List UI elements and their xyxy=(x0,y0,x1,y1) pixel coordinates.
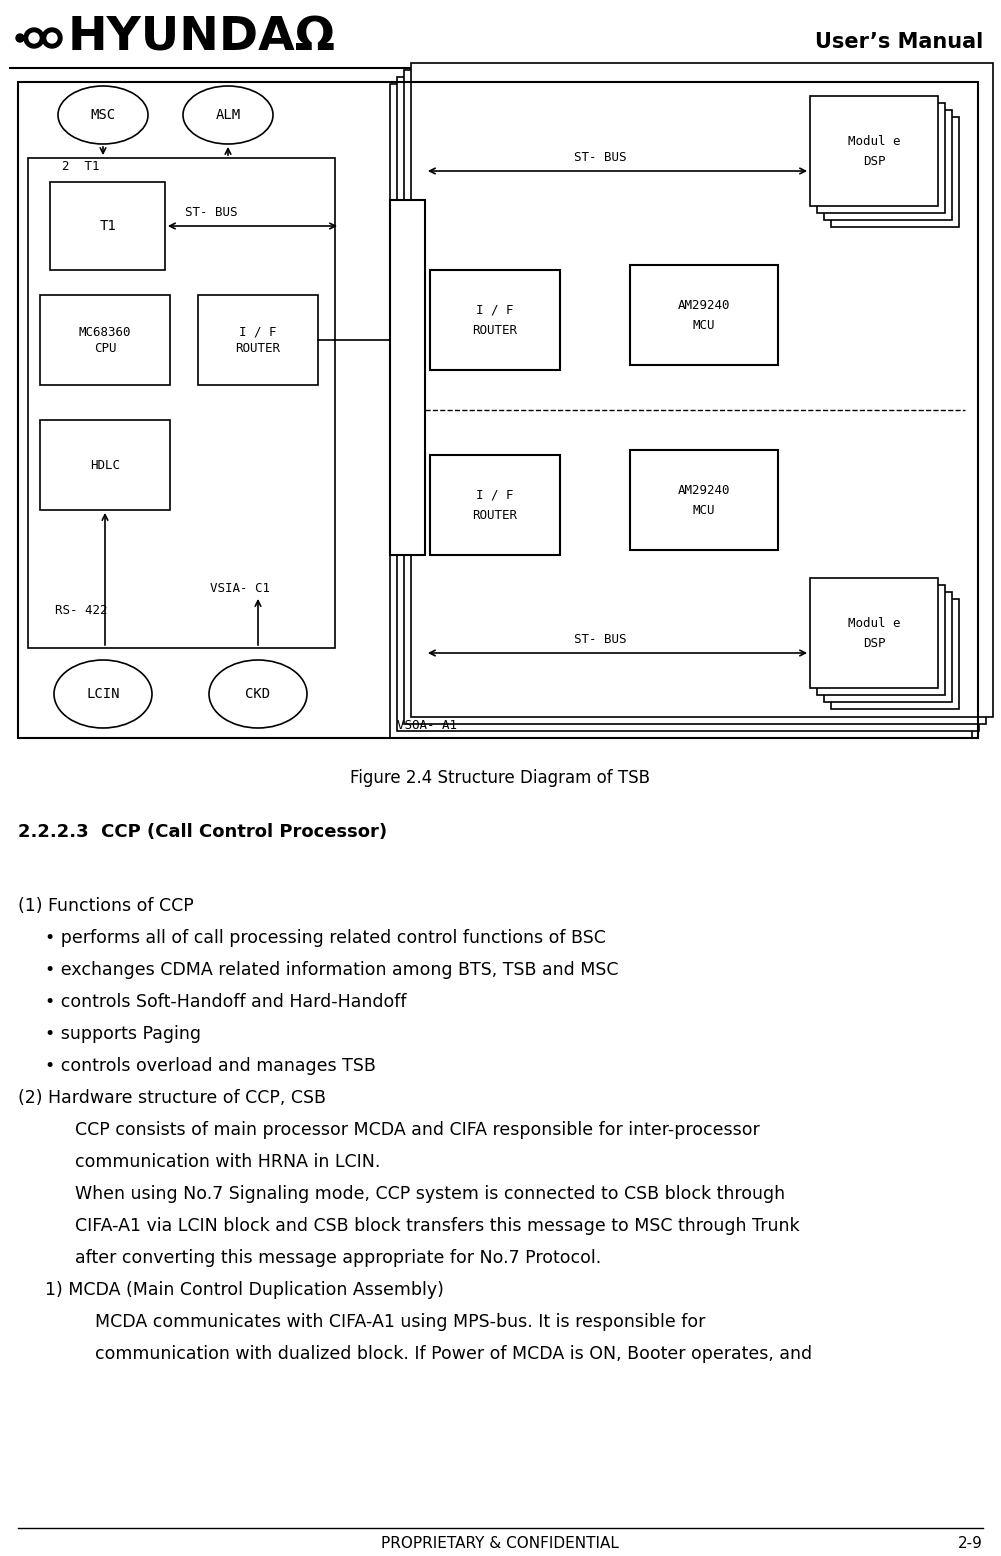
Text: CCP consists of main processor MCDA and CIFA responsible for inter-processor: CCP consists of main processor MCDA and … xyxy=(75,1120,760,1139)
Bar xyxy=(824,110,952,219)
Bar xyxy=(28,159,335,647)
Circle shape xyxy=(16,34,24,42)
Circle shape xyxy=(29,33,39,44)
Text: HYUNDAΩ: HYUNDAΩ xyxy=(68,16,336,61)
Bar xyxy=(390,201,425,555)
Text: ALM: ALM xyxy=(215,107,240,121)
Text: • performs all of call processing related control functions of BSC: • performs all of call processing relate… xyxy=(45,929,606,948)
Bar xyxy=(40,296,170,384)
Text: ST- BUS: ST- BUS xyxy=(574,632,627,646)
Text: 2  T1: 2 T1 xyxy=(62,160,99,173)
Bar xyxy=(824,591,952,702)
Text: ST- BUS: ST- BUS xyxy=(185,205,237,218)
Text: ROUTER: ROUTER xyxy=(472,324,518,336)
Text: I / F: I / F xyxy=(239,325,276,339)
Circle shape xyxy=(42,28,62,48)
Bar xyxy=(810,96,938,205)
Bar xyxy=(430,271,560,370)
Text: • supports Paging: • supports Paging xyxy=(45,1025,201,1043)
Circle shape xyxy=(47,33,57,44)
Bar xyxy=(50,182,165,271)
FancyBboxPatch shape xyxy=(397,76,979,731)
Bar xyxy=(40,420,170,510)
Text: T1: T1 xyxy=(99,219,116,233)
Bar xyxy=(430,454,560,555)
Text: HDLC: HDLC xyxy=(90,459,120,471)
Text: • exchanges CDMA related information among BTS, TSB and MSC: • exchanges CDMA related information amo… xyxy=(45,962,619,979)
Text: after converting this message appropriate for No.7 Protocol.: after converting this message appropriat… xyxy=(75,1249,618,1267)
Text: AM29240: AM29240 xyxy=(678,484,731,496)
Text: VSIA- C1: VSIA- C1 xyxy=(210,582,270,594)
Text: ST- BUS: ST- BUS xyxy=(574,151,627,163)
Text: VSOA- A1: VSOA- A1 xyxy=(397,719,457,731)
Bar xyxy=(18,82,978,738)
Text: I / F: I / F xyxy=(476,303,514,316)
Text: DSP: DSP xyxy=(863,154,885,168)
Text: I / F: I / F xyxy=(476,489,514,501)
Text: Modul e: Modul e xyxy=(848,616,900,630)
Text: ROUTER: ROUTER xyxy=(472,509,518,521)
Text: communication with dualized block. If Power of MCDA is ON, Booter operates, and: communication with dualized block. If Po… xyxy=(95,1344,812,1363)
Text: communication with HRNA in LCIN.: communication with HRNA in LCIN. xyxy=(75,1153,380,1172)
Text: Modul e: Modul e xyxy=(848,134,900,148)
Bar xyxy=(630,450,778,549)
Text: MSC: MSC xyxy=(90,107,115,121)
FancyBboxPatch shape xyxy=(390,84,972,738)
Text: CIFA-A1 via LCIN block and CSB block transfers this message to MSC through Trunk: CIFA-A1 via LCIN block and CSB block tra… xyxy=(75,1217,800,1235)
Bar xyxy=(198,296,318,384)
Text: 2.2.2.3  CCP (Call Control Processor): 2.2.2.3 CCP (Call Control Processor) xyxy=(18,823,387,840)
Text: 1) MCDA (Main Control Duplication Assembly): 1) MCDA (Main Control Duplication Assemb… xyxy=(45,1281,443,1299)
Text: MC68360: MC68360 xyxy=(79,325,131,339)
Text: When using No.7 Signaling mode, CCP system is connected to CSB block through: When using No.7 Signaling mode, CCP syst… xyxy=(75,1186,785,1203)
Text: ROUTER: ROUTER xyxy=(235,341,280,355)
Text: PROPRIETARY & CONFIDENTIAL: PROPRIETARY & CONFIDENTIAL xyxy=(381,1536,619,1550)
Text: RS- 422: RS- 422 xyxy=(55,604,107,616)
FancyBboxPatch shape xyxy=(404,70,986,724)
Text: CKD: CKD xyxy=(245,688,270,702)
Text: Figure 2.4 Structure Diagram of TSB: Figure 2.4 Structure Diagram of TSB xyxy=(350,769,650,787)
Text: MCU: MCU xyxy=(693,504,716,517)
Bar xyxy=(630,265,778,366)
Text: MCU: MCU xyxy=(693,319,716,331)
Text: CPU: CPU xyxy=(94,341,116,355)
Text: LCIN: LCIN xyxy=(86,688,120,702)
Bar xyxy=(810,577,938,688)
Text: 2-9: 2-9 xyxy=(958,1536,983,1550)
Text: • controls Soft-Handoff and Hard-Handoff: • controls Soft-Handoff and Hard-Handoff xyxy=(45,993,406,1011)
Text: AM29240: AM29240 xyxy=(678,299,731,311)
FancyBboxPatch shape xyxy=(411,62,993,717)
Text: DSP: DSP xyxy=(863,636,885,649)
Bar xyxy=(817,103,945,213)
Text: (1) Functions of CCP: (1) Functions of CCP xyxy=(18,896,194,915)
Text: (2) Hardware structure of CCP, CSB: (2) Hardware structure of CCP, CSB xyxy=(18,1089,326,1106)
Bar xyxy=(831,117,959,227)
Text: User’s Manual: User’s Manual xyxy=(815,33,983,51)
Text: MCDA communicates with CIFA-A1 using MPS-bus. It is responsible for: MCDA communicates with CIFA-A1 using MPS… xyxy=(95,1313,706,1330)
Bar xyxy=(831,599,959,710)
Bar xyxy=(817,585,945,696)
Text: • controls overload and manages TSB: • controls overload and manages TSB xyxy=(45,1057,375,1075)
Circle shape xyxy=(24,28,44,48)
